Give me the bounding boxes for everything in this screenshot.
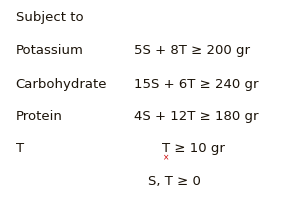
Text: 15S + 6T ≥ 240 gr: 15S + 6T ≥ 240 gr (134, 78, 258, 91)
Text: Carbohydrate: Carbohydrate (16, 78, 107, 91)
Text: S, T ≥ 0: S, T ≥ 0 (148, 175, 201, 188)
Text: ×: × (163, 154, 169, 163)
Text: T ≥ 10 gr: T ≥ 10 gr (162, 142, 225, 155)
Text: 4S + 12T ≥ 180 gr: 4S + 12T ≥ 180 gr (134, 110, 258, 123)
Text: Protein: Protein (16, 110, 62, 123)
Text: Potassium: Potassium (16, 44, 83, 57)
Text: 5S + 8T ≥ 200 gr: 5S + 8T ≥ 200 gr (134, 44, 250, 57)
Text: T: T (16, 142, 24, 155)
Text: Subject to: Subject to (16, 11, 83, 24)
